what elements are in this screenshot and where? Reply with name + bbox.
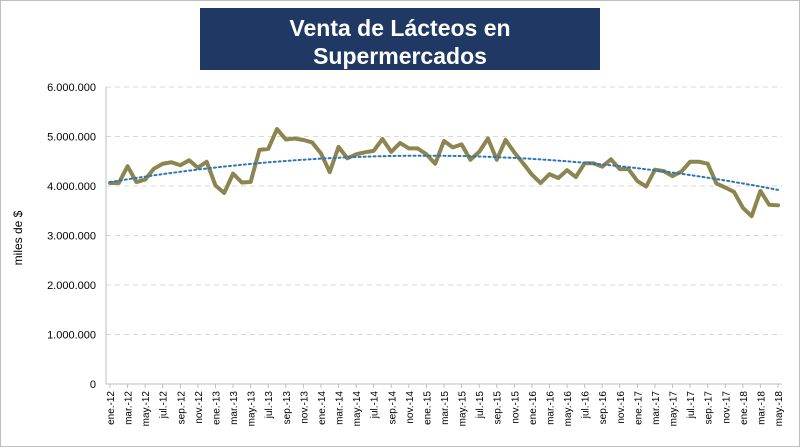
x-tick-label: may.-16 bbox=[563, 391, 574, 427]
x-tick-label: ene.-13 bbox=[211, 391, 222, 425]
y-axis-label: miles de $ bbox=[11, 210, 25, 265]
y-tick-label: 5.000.000 bbox=[47, 132, 96, 144]
y-tick-label: 6.000.000 bbox=[47, 82, 96, 94]
axes bbox=[105, 87, 782, 388]
chart-subtitle: - monto actualizado por IPC - bbox=[289, 72, 511, 89]
x-tick-label: mar.-13 bbox=[229, 391, 240, 425]
x-tick-label: ene.-14 bbox=[317, 391, 328, 425]
x-tick-label: sep.-12 bbox=[176, 391, 187, 425]
y-tick-label: 4.000.000 bbox=[47, 181, 96, 193]
x-tick-label: mar.-15 bbox=[440, 391, 451, 425]
x-tick-label: nov.-12 bbox=[194, 391, 205, 424]
x-tick-label: ene.-15 bbox=[422, 391, 433, 425]
x-tick-label: jul.-16 bbox=[581, 391, 592, 420]
x-tick-label: may.-15 bbox=[458, 391, 469, 427]
x-tick-label: sep.-15 bbox=[493, 391, 504, 425]
x-tick-label: may.-12 bbox=[141, 391, 152, 427]
x-tick-label: mar.-14 bbox=[335, 391, 346, 425]
x-tick-label: may.-14 bbox=[352, 391, 363, 427]
y-tick-label: 0 bbox=[90, 379, 96, 391]
x-tick-label: ene.-18 bbox=[739, 391, 750, 425]
x-tick-label: nov.-17 bbox=[721, 391, 732, 424]
x-tick-label: jul.-13 bbox=[264, 391, 275, 420]
y-tick-label: 2.000.000 bbox=[47, 280, 96, 292]
x-tick-label: nov.-13 bbox=[299, 391, 310, 424]
series-layer bbox=[108, 127, 780, 219]
chart-title: Venta de Lácteos en Supermercados bbox=[289, 15, 511, 69]
x-tick-label: nov.-16 bbox=[616, 391, 627, 424]
x-tick-label: jul.-17 bbox=[686, 391, 697, 420]
chart-title-box: Venta de Lácteos en Supermercados - mont… bbox=[200, 8, 600, 89]
sales-series-line bbox=[108, 127, 780, 219]
x-tick-label: ene.-12 bbox=[106, 391, 117, 425]
x-tick-label: mar.-18 bbox=[756, 391, 767, 425]
x-tick-label: jul.-12 bbox=[159, 391, 170, 420]
x-tick-label: nov.-14 bbox=[405, 391, 416, 424]
x-tick-label: ene.-17 bbox=[633, 391, 644, 425]
x-tick-label: nov.-15 bbox=[510, 391, 521, 424]
gridlines bbox=[106, 86, 782, 335]
tick-labels: 0 1.000.000 2.000.000 3.000.000 4.000.000 5.0… bbox=[47, 82, 785, 426]
x-tick-label: mar.-16 bbox=[545, 391, 556, 425]
x-tick-label: ene.-16 bbox=[528, 391, 539, 425]
x-tick-label: jul.-14 bbox=[370, 391, 381, 420]
x-tick-label: mar.-17 bbox=[651, 391, 662, 425]
x-tick-label: sep.-13 bbox=[282, 391, 293, 425]
trendline-series bbox=[109, 154, 779, 191]
x-tick-label: sep.-14 bbox=[387, 391, 398, 425]
y-tick-label: 3.000.000 bbox=[47, 231, 96, 243]
x-tick-label: may.-17 bbox=[669, 391, 680, 427]
y-tick-label: 1.000.000 bbox=[47, 330, 96, 342]
x-tick-label: sep.-16 bbox=[598, 391, 609, 425]
x-tick-label: may.-18 bbox=[774, 391, 785, 427]
x-tick-label: mar.-12 bbox=[124, 391, 135, 425]
x-tick-label: jul.-15 bbox=[475, 391, 486, 420]
x-tick-label: sep.-17 bbox=[704, 391, 715, 425]
x-tick-label: may.-13 bbox=[247, 391, 258, 427]
